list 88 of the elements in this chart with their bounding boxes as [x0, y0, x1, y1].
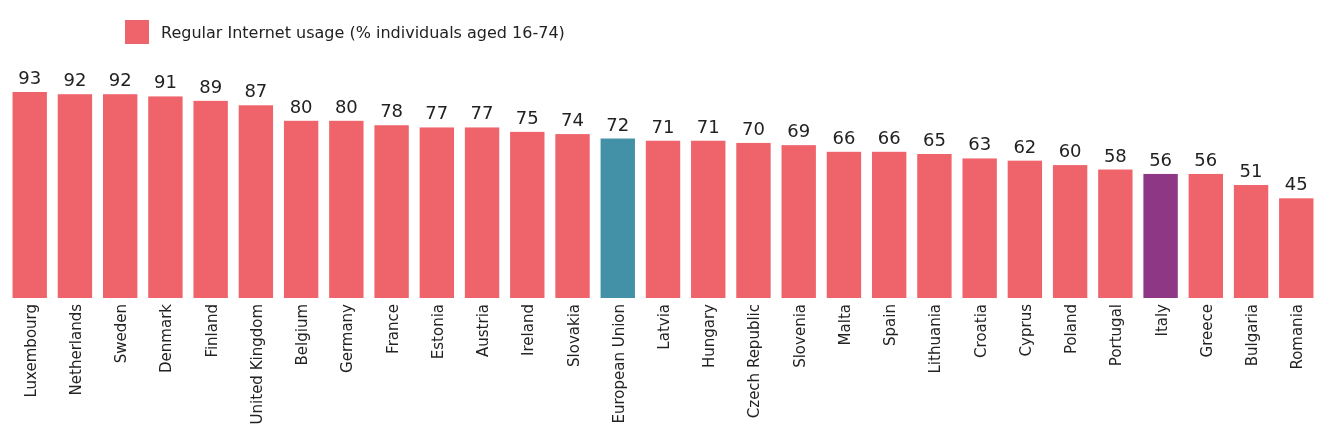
x-tick-label: Slovenia	[790, 304, 809, 368]
x-tick-label: Poland	[1062, 304, 1081, 355]
bar	[102, 94, 138, 298]
bar	[600, 138, 635, 298]
bar	[464, 127, 500, 298]
x-tick-label: France	[383, 304, 402, 354]
data-label: 80	[289, 95, 313, 117]
data-label: 60	[1058, 140, 1082, 162]
data-label: 71	[651, 115, 675, 137]
bar	[1279, 198, 1314, 298]
x-tick-label: Belgium	[293, 304, 312, 366]
data-label: 70	[742, 117, 765, 139]
bar	[781, 145, 816, 298]
bar	[1052, 165, 1088, 298]
bar	[1007, 160, 1043, 298]
x-tick-label: Luxembourg	[21, 304, 40, 398]
data-label: 74	[561, 109, 584, 131]
bar	[419, 127, 455, 298]
data-label: 93	[18, 67, 42, 88]
data-label: 78	[380, 100, 404, 122]
data-label: 77	[470, 102, 494, 124]
data-label: 77	[425, 102, 449, 124]
data-label: 92	[63, 69, 87, 91]
x-tick-label: Lithuania	[926, 304, 945, 374]
bar	[555, 134, 590, 298]
data-label: 89	[199, 75, 223, 97]
data-label: 56	[1194, 148, 1218, 170]
x-tick-label: Sweden	[112, 304, 131, 364]
bar	[329, 120, 364, 298]
x-tick-label: Croatia	[971, 304, 990, 358]
bar	[148, 96, 183, 298]
data-label: 63	[968, 133, 992, 155]
bar	[238, 105, 274, 298]
x-tick-label: Bulgaria	[1243, 304, 1262, 367]
bar	[962, 158, 997, 298]
bar	[1233, 185, 1269, 298]
data-label: 62	[1013, 135, 1037, 157]
bar	[283, 120, 319, 298]
data-label: 92	[108, 69, 132, 91]
bar	[871, 151, 907, 298]
x-tick-label: Latvia	[655, 304, 673, 350]
data-label: 56	[1149, 148, 1173, 170]
x-tick-label: Germany	[338, 303, 357, 373]
data-label: 91	[153, 71, 177, 93]
bar	[1098, 169, 1133, 298]
data-label: 75	[515, 106, 539, 128]
data-label: 69	[787, 120, 811, 142]
data-label: 71	[696, 115, 720, 137]
x-tick-label: Cyprus	[1016, 303, 1035, 357]
data-label: 51	[1239, 160, 1263, 182]
bar	[645, 140, 681, 298]
x-tick-label: Austria	[474, 304, 493, 357]
x-tick-label: Finland	[202, 304, 221, 358]
x-tick-label: United Kingdom	[247, 304, 266, 425]
bar	[510, 131, 545, 298]
x-tick-label: Greece	[1197, 304, 1216, 358]
x-tick-label: Spain	[881, 304, 900, 346]
bar	[1188, 173, 1224, 298]
x-tick-label: Italy	[1152, 303, 1171, 337]
x-tick-label: Czech Republic	[745, 304, 764, 419]
data-label: 72	[606, 113, 630, 135]
x-tick-label: Denmark	[157, 303, 176, 373]
x-tick-label: European Union	[609, 304, 628, 424]
x-tick-label: Romania	[1288, 304, 1307, 370]
bar	[193, 100, 228, 298]
x-tick-label: Netherlands	[66, 303, 85, 396]
legend-label: Regular Internet usage (% individuals aged 16-74)	[161, 23, 565, 42]
x-tick-label: Portugal	[1107, 304, 1126, 367]
bar	[374, 125, 409, 298]
bar	[1143, 173, 1178, 298]
data-label: 80	[334, 95, 358, 117]
x-tick-label: Ireland	[519, 304, 538, 356]
data-label: 45	[1284, 173, 1308, 195]
data-label: 87	[244, 80, 268, 102]
data-label: 65	[922, 129, 946, 151]
data-label: 66	[877, 126, 901, 148]
x-tick-label: Slovakia	[564, 304, 583, 367]
bar	[12, 92, 47, 298]
bar	[57, 94, 93, 298]
bar	[691, 140, 726, 298]
data-label: 66	[832, 126, 856, 148]
bar	[917, 154, 952, 298]
x-tick-label: Estonia	[428, 304, 447, 360]
x-tick-label: Malta	[835, 304, 854, 346]
x-tick-label: Hungary	[700, 303, 719, 369]
bar	[826, 151, 862, 298]
data-label: 58	[1103, 144, 1127, 166]
bar	[736, 142, 771, 298]
